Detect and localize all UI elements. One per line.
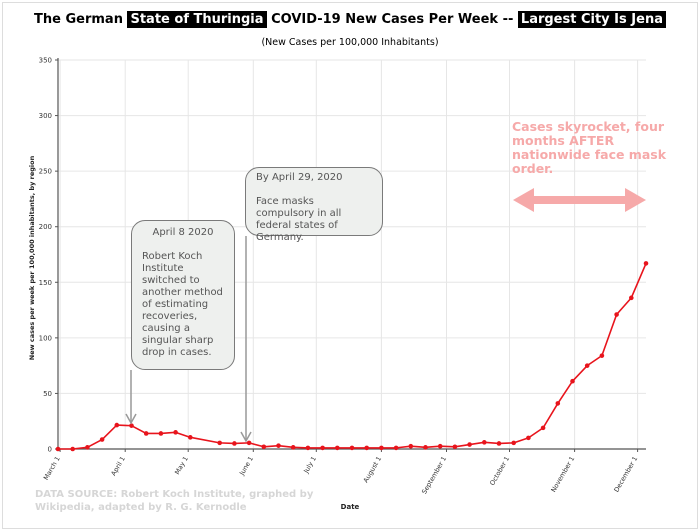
callout-april-29-body: Face masks compulsory in all federal sta…: [256, 196, 342, 243]
callout-april-29-heading: By April 29, 2020: [256, 172, 343, 183]
y-tick-label: 50: [43, 390, 52, 398]
data-point: [614, 312, 619, 317]
data-point: [599, 353, 605, 358]
title-highlight-city: Largest City Is Jena: [517, 11, 666, 28]
double-arrow-shaft: [530, 196, 628, 204]
x-tick-label: October 1: [488, 455, 511, 487]
title-prefix: The German: [34, 12, 128, 27]
x-tick-label: March 1: [42, 455, 62, 482]
data-point: [423, 445, 428, 450]
data-point: [540, 425, 546, 431]
skyrocket-annotation: Cases skyrocket, four months AFTER natio…: [512, 119, 667, 176]
title-middle: COVID-19 New Cases Per Week --: [266, 12, 518, 27]
data-point: [305, 445, 311, 451]
double-arrow-left-head: [513, 188, 534, 212]
data-point: [217, 440, 222, 446]
data-point: [232, 441, 237, 446]
series-line: [58, 263, 647, 450]
y-tick-label: 100: [39, 334, 52, 342]
chart-subtitle: (New Cases per 100,000 Inhabitants): [261, 37, 439, 48]
callout-april-29: By April 29, 2020 Face masks compulsory …: [245, 167, 383, 243]
data-point: [496, 441, 502, 446]
april-29-arrow-head: [240, 431, 252, 443]
data-point: [379, 445, 384, 451]
y-axis-label: New cases per week per 100,000 inhabitan…: [28, 155, 36, 361]
y-tick-label: 150: [39, 279, 52, 287]
double-arrow-right-head: [625, 188, 646, 212]
callout-april-8: April 8 2020 Robert Koch Institute switc…: [131, 220, 235, 370]
data-point: [349, 445, 355, 451]
x-tick-label: September 1: [420, 455, 448, 495]
data-point: [173, 430, 178, 435]
y-tick-label: 200: [39, 223, 52, 231]
x-tick-label: April 1: [109, 455, 126, 477]
callout-april-8-heading: April 8 2020: [152, 227, 214, 238]
data-point: [158, 431, 164, 436]
data-point: [188, 435, 193, 440]
data-point: [261, 444, 267, 450]
data-point: [114, 422, 120, 428]
data-point: [511, 440, 516, 446]
data-point: [482, 440, 487, 445]
x-tick-label: November 1: [549, 455, 576, 494]
data-point: [393, 445, 399, 451]
data-point: [643, 261, 649, 266]
data-point: [437, 443, 443, 449]
april-8-arrow-head: [125, 413, 137, 425]
data-point: [85, 445, 90, 450]
y-tick-label: 350: [39, 57, 52, 65]
chart-title: The German State of Thuringia COVID-19 N…: [0, 11, 700, 28]
data-point: [555, 401, 561, 406]
data-point: [335, 445, 340, 451]
data-point: [320, 445, 325, 451]
x-tick-label: August 1: [362, 455, 383, 484]
data-point: [143, 431, 149, 436]
data-point: [467, 442, 472, 447]
data-point: [629, 295, 634, 301]
x-axis-label: Date: [340, 503, 360, 511]
data-point: [99, 437, 105, 442]
y-tick-label: 250: [39, 168, 52, 176]
x-tick-label: May 1: [173, 455, 190, 476]
x-tick-label: December 1: [612, 455, 639, 494]
data-point: [570, 378, 575, 384]
x-tick-label: July 1: [302, 455, 318, 475]
data-point: [584, 363, 590, 368]
x-tick-label: June 1: [237, 455, 255, 477]
data-point: [246, 440, 252, 446]
y-tick-label: 0: [48, 446, 52, 454]
data-point: [408, 443, 414, 449]
y-tick-label: 300: [39, 112, 52, 120]
data-point: [70, 446, 75, 452]
data-point: [276, 443, 281, 448]
callout-april-8-body: Robert Koch Institute switched to anothe…: [142, 251, 223, 358]
data-point: [526, 435, 531, 441]
data-source-note: DATA SOURCE: Robert Koch Institute, grap…: [35, 489, 314, 513]
data-point: [364, 445, 370, 451]
data-point: [290, 445, 296, 450]
data-point: [129, 423, 134, 428]
data-point: [452, 444, 458, 450]
title-highlight-state: State of Thuringia: [127, 11, 267, 28]
data-point: [55, 446, 61, 452]
